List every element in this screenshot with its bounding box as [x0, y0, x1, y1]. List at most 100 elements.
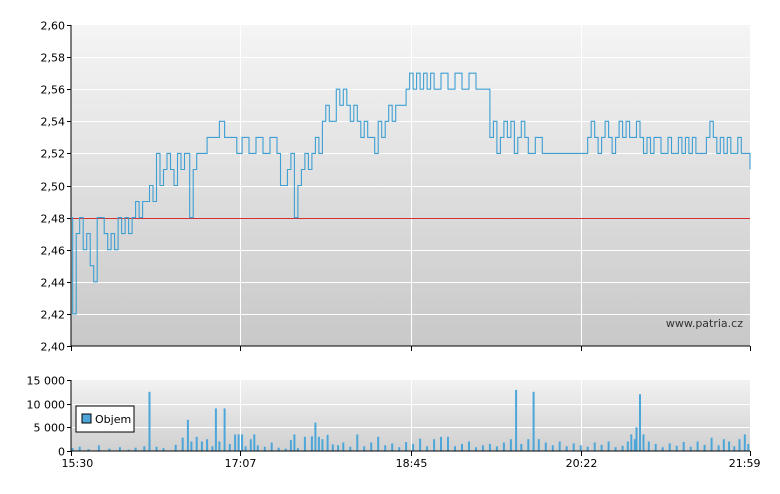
volume-bar: [289, 440, 292, 451]
volume-bar: [412, 443, 415, 451]
volume-bar: [468, 441, 470, 451]
volume-bar: [600, 444, 603, 451]
volume-bar: [488, 443, 491, 451]
volume-x-tick-label: 18:45: [396, 457, 428, 470]
legend: Objem: [75, 405, 135, 433]
volume-bar: [661, 447, 664, 451]
volume-panel: 15 000 10 000 5 000 0 15:30 17:07 18:45 20:22 2…: [27, 375, 761, 471]
volume-bar: [696, 441, 699, 451]
price-x-axis-ticks: [71, 346, 751, 351]
volume-x-tick-label: 20:22: [566, 457, 598, 470]
volume-bar: [391, 443, 394, 451]
volume-bar: [249, 439, 252, 451]
volume-plot-background: [71, 380, 750, 451]
volume-bar: [621, 445, 624, 451]
volume-bar: [495, 446, 498, 451]
volume-x-tick-label: 21:59: [729, 457, 761, 470]
volume-bar: [155, 446, 158, 451]
volume-bar: [717, 445, 720, 451]
price-gridlines: [71, 25, 751, 346]
volume-bar: [293, 434, 296, 451]
price-y-tick-label: 2,42: [41, 309, 66, 322]
volume-bar: [527, 439, 530, 451]
price-panel: 2,60 2,58 2,56 2,54 2,52 2,50 2,48 2,46 2,44 2,42…: [41, 20, 751, 354]
volume-bar: [206, 439, 209, 451]
volume-bar: [733, 446, 736, 451]
volume-bar: [558, 441, 561, 451]
volume-bar: [481, 445, 484, 451]
volume-bar: [710, 437, 713, 451]
volume-bar: [654, 443, 657, 451]
volume-bar: [263, 446, 266, 451]
volume-bar: [440, 436, 442, 451]
volume-bar: [433, 439, 436, 451]
legend-swatch: [81, 413, 92, 424]
price-series-line: [71, 72, 751, 315]
volume-bar: [668, 443, 671, 451]
volume-y-tick-label: 10 000: [27, 399, 66, 412]
volume-bar: [244, 446, 247, 451]
volume-bar: [284, 448, 287, 451]
price-y-tick-label: 2,54: [41, 116, 66, 129]
volume-bar: [342, 442, 345, 451]
price-y-tick-label: 2,48: [41, 213, 66, 226]
volume-bar: [426, 446, 429, 451]
volume-bar: [370, 442, 373, 451]
volume-bar: [532, 391, 535, 451]
volume-bar: [647, 441, 650, 451]
volume-bar: [642, 434, 645, 451]
volume-bar: [174, 444, 177, 451]
volume-bar: [186, 419, 189, 451]
volume-bar: [461, 443, 463, 451]
volume-bar: [722, 439, 725, 451]
volume-bar: [97, 445, 100, 451]
volume-bar: [630, 434, 633, 451]
volume-bar: [143, 446, 146, 451]
volume-bar: [190, 441, 193, 451]
volume-bar: [78, 446, 81, 451]
volume-bar: [214, 408, 217, 451]
price-y-tick-label: 2,56: [41, 84, 66, 97]
volume-bar: [475, 447, 477, 451]
volume-bar: [253, 434, 256, 451]
volume-bar: [200, 441, 203, 451]
volume-bar: [614, 447, 617, 451]
volume-bar: [703, 444, 706, 451]
price-y-tick-label: 2,40: [41, 341, 66, 354]
volume-bar: [223, 408, 226, 451]
volume-bar: [398, 447, 401, 451]
volume-bar: [237, 434, 240, 451]
price-plot-background: [71, 25, 750, 346]
volume-bar: [228, 443, 231, 451]
price-y-tick-label: 2,58: [41, 52, 66, 65]
volume-bar: [579, 445, 582, 451]
volume-bar: [747, 443, 750, 451]
volume-x-tick-label: 15:30: [62, 457, 94, 470]
volume-bar: [241, 434, 244, 451]
volume-bar: [635, 427, 638, 451]
volume-bar: [454, 446, 456, 451]
volume-bar: [565, 446, 568, 451]
volume-bar: [633, 439, 636, 451]
volume-bar: [256, 445, 259, 451]
volume-bar: [211, 446, 214, 451]
volume-bar: [363, 446, 366, 451]
volume-bar: [134, 447, 137, 451]
volume-bar: [551, 445, 554, 451]
legend-label: Objem: [95, 413, 131, 426]
volume-bar: [419, 438, 422, 451]
volume-bar: [586, 446, 589, 451]
volume-bar: [195, 436, 198, 451]
volume-bar: [127, 449, 130, 451]
watermark-text: www.patria.cz: [666, 317, 743, 330]
volume-bar: [337, 445, 340, 451]
price-y-axis-ticks: 2,60 2,58 2,56 2,54 2,52 2,50 2,48 2,46 2,44 2,42…: [41, 20, 71, 354]
volume-y-tick-label: 0: [58, 446, 65, 459]
volume-bar: [234, 434, 237, 451]
volume-bar: [270, 442, 273, 451]
volume-bar: [321, 439, 324, 451]
volume-bar: [537, 439, 540, 451]
volume-bar: [384, 445, 387, 451]
volume-bar: [639, 394, 641, 451]
volume-bar: [162, 448, 165, 451]
